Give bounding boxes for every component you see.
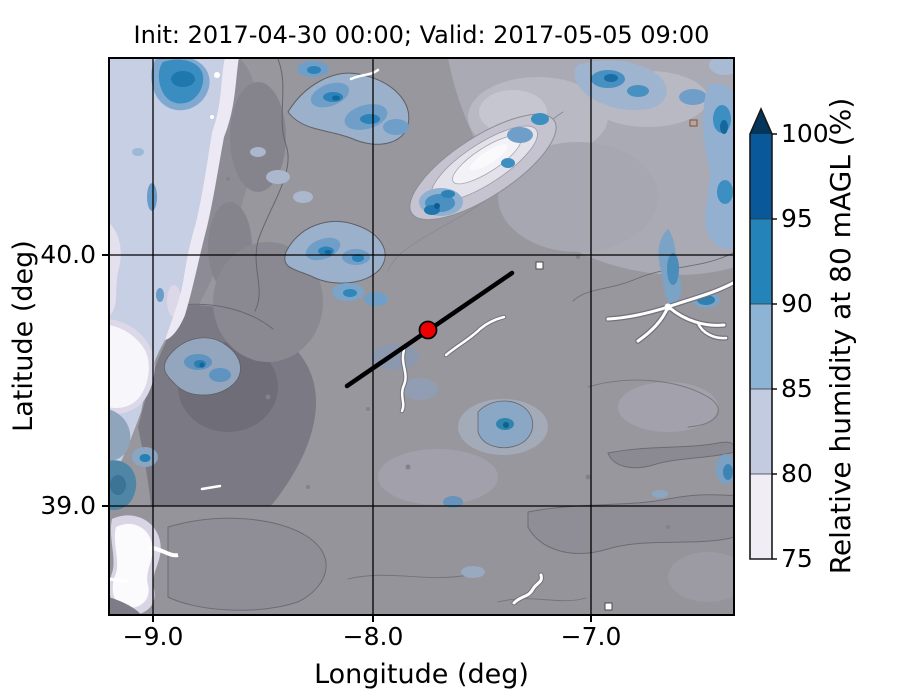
terrain-blob [498,142,658,252]
colorbar-segment [750,219,772,304]
colorbar-segment [750,389,772,474]
colorbar-ticks [772,133,777,560]
ocean-blue-streak [132,148,144,156]
humidity-blob [293,191,313,203]
coastal-strip [165,57,239,340]
plot-title: Init: 2017-04-30 00:00; Valid: 2017-05-0… [133,21,710,49]
colorbar-tick-label: 75 [781,544,813,573]
colorbar [745,105,785,575]
coast-patch [108,409,131,461]
humidity-core-dark [199,362,205,368]
humidity-blob [443,496,463,508]
humidity-core [627,85,649,97]
colorbar-tick-label: 100 [781,119,829,148]
x-axis-label: Longitude (deg) [314,659,529,690]
estuary-arm [147,545,179,558]
humidity-blob [461,566,485,578]
humidity-core [441,190,455,198]
x-tick [372,616,374,622]
colorbar-tick-label: 95 [781,204,813,233]
colorbar-dividers [750,218,772,475]
humidity-core [343,289,357,297]
x-tick [590,616,592,622]
humidity-core [139,454,151,462]
humidity-blob [507,127,533,143]
colorbar-label: Relative humidity at 80 mAGL (%) [824,97,857,575]
humidity-blob [266,170,290,184]
humidity-core [307,66,321,74]
terrain-blob [230,82,286,192]
ocean-blue-core [171,71,195,87]
humidity-blob [402,378,438,400]
town-marker [689,119,698,127]
map-plot-area [107,55,748,617]
y-tick [102,505,108,507]
ocean-blue-streak [156,288,164,302]
humidity-blob [250,147,266,157]
terrain-blob [668,552,748,602]
humidity-core [717,180,733,204]
axes-spines [108,57,735,616]
y-tick [102,254,108,256]
humidity-core-dark [503,422,509,428]
humidity-core-dark [434,203,440,209]
colorbar-canvas [749,107,777,560]
coast-teal-core [110,475,126,495]
colorbar-extend-arrow [750,109,772,134]
humidity-core [352,254,364,262]
coast-white-zone [108,325,149,409]
terrain-blob [618,382,718,432]
x-tick [152,616,154,622]
town-marker [604,602,613,611]
x-tick-label: −8.0 [342,622,404,651]
station-marker [418,320,438,340]
colorbar-tick-label: 90 [781,289,813,318]
humidity-blob [209,368,231,382]
humidity-core-dark [332,95,340,101]
x-tick-label: −7.0 [560,622,622,651]
terrain-outline-blob [167,517,327,611]
y-axis-label: Latitude (deg) [8,240,39,432]
humidity-blob [364,292,388,306]
coast-white-dab [210,115,214,119]
terrain-speckles [226,177,670,529]
colorbar-outline [749,107,773,560]
humidity-blob [383,119,409,135]
estuary-sliver [107,577,129,583]
map-canvas [107,55,748,617]
humidity-core-dark [720,120,728,134]
terrain-blob [213,242,323,362]
humidity-blob [652,490,668,498]
colorbar-tick-label: 85 [781,374,813,403]
y-tick-label: 40.0 [40,240,96,269]
y-tick-label: 39.0 [40,491,96,520]
colorbar-tick-label: 80 [781,459,813,488]
ocean-blue-streak [147,183,157,211]
estuary-white [112,523,153,608]
river-node [664,303,672,311]
humidity-blob [679,89,707,105]
terrain-blob [378,449,498,505]
colorbar-segment [750,474,772,559]
ocean-light-patch [108,222,121,317]
humidity-core [531,113,549,125]
terrain-corner [108,597,141,617]
humidity-core-dark [604,74,618,82]
colorbar-segment [750,304,772,389]
humidity-core [667,253,679,285]
humidity-core [723,464,733,480]
town-marker [535,261,544,270]
x-tick-label: −9.0 [122,622,184,651]
gridlines [108,57,735,616]
coast-white-dab [214,72,220,78]
colorbar-segment [750,134,772,219]
humidity-core-dark [324,250,332,254]
humidity-core [360,114,380,124]
humidity-core [501,158,515,168]
